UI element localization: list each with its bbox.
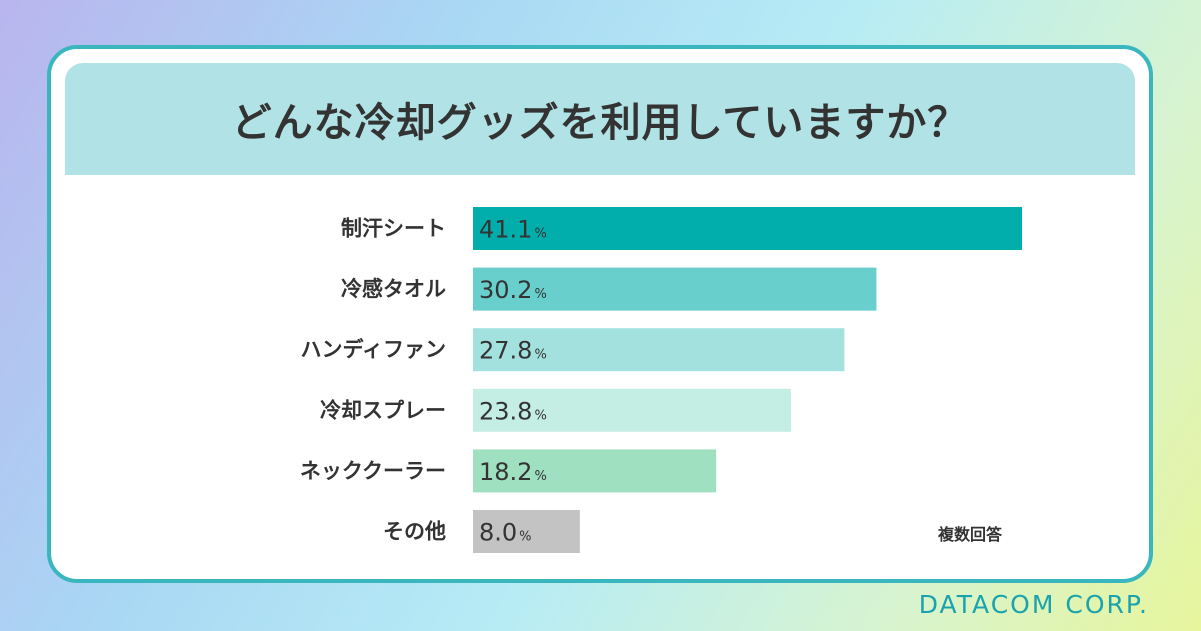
chart-card: どんな冷却グッズを利用していますか？ bbox=[47, 45, 1153, 583]
value-label: 30.2% bbox=[479, 276, 547, 304]
value-label: 8.0% bbox=[479, 519, 532, 547]
value-label: 27.8% bbox=[479, 337, 547, 365]
bar bbox=[473, 510, 580, 553]
title-bar: どんな冷却グッズを利用していますか？ bbox=[65, 63, 1135, 175]
bar bbox=[473, 207, 1022, 250]
category-label: 冷却スプレー bbox=[320, 398, 446, 422]
category-label: 制汗シート bbox=[341, 217, 446, 241]
category-label: ネッククーラー bbox=[300, 459, 446, 483]
category-label: その他 bbox=[383, 520, 446, 544]
value-label: 23.8% bbox=[479, 397, 547, 425]
value-label: 41.1% bbox=[479, 216, 547, 244]
chart-title: どんな冷却グッズを利用していますか？ bbox=[231, 100, 969, 146]
bar bbox=[473, 449, 717, 493]
category-label: ハンディファン bbox=[300, 338, 446, 362]
value-label: 18.2% bbox=[479, 458, 547, 486]
bar bbox=[473, 328, 845, 372]
brand-logo-text: DATACOM CORP. bbox=[918, 590, 1149, 619]
bar bbox=[473, 267, 877, 311]
category-label: 冷感タオル bbox=[341, 277, 446, 301]
multiple-answer-note: 複数回答 bbox=[938, 525, 1003, 544]
bar bbox=[473, 388, 791, 432]
